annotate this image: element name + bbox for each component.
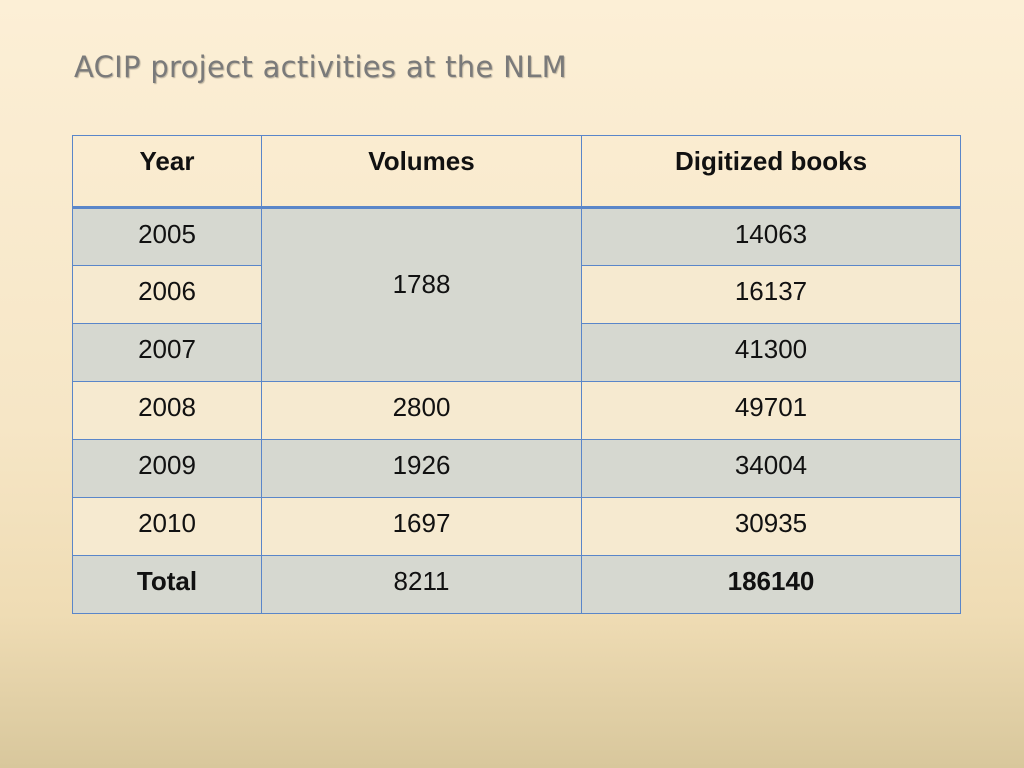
cell-volumes-merged: 1788	[261, 207, 582, 382]
cell-digitized: 16137	[581, 265, 961, 324]
cell-year: 2008	[72, 381, 262, 440]
table-row: 2006 16137	[72, 265, 961, 324]
table-row: 2008 2800 49701	[72, 381, 961, 440]
cell-digitized: 41300	[581, 323, 961, 382]
header-digitized-books: Digitized books	[581, 135, 961, 208]
cell-digitized: 30935	[581, 497, 961, 556]
cell-total-label: Total	[72, 555, 262, 614]
header-year: Year	[72, 135, 262, 208]
cell-total-digitized: 186140	[581, 555, 961, 614]
header-volumes: Volumes	[261, 135, 582, 208]
cell-total-volumes: 8211	[261, 555, 582, 614]
cell-year: 2007	[72, 323, 262, 382]
cell-year: 2010	[72, 497, 262, 556]
cell-year: 2005	[72, 207, 262, 266]
cell-year: 2006	[72, 265, 262, 324]
total-row: Total 8211 186140	[72, 555, 961, 614]
header-row: Year Volumes Digitized books	[72, 135, 961, 208]
cell-digitized: 34004	[581, 439, 961, 498]
slide-title: ACIP project activities at the NLM	[74, 50, 567, 84]
cell-volumes: 2800	[261, 381, 582, 440]
cell-volumes: 1926	[261, 439, 582, 498]
table-row: 2007 41300	[72, 323, 961, 382]
cell-year: 2009	[72, 439, 262, 498]
table-row: 2010 1697 30935	[72, 497, 961, 556]
table-row: 2009 1926 34004	[72, 439, 961, 498]
cell-digitized: 49701	[581, 381, 961, 440]
table-row: 2005 1788 14063	[72, 207, 961, 382]
cell-digitized: 14063	[581, 207, 961, 266]
data-table: Year Volumes Digitized books 2005 1788 1…	[72, 135, 961, 614]
cell-volumes: 1697	[261, 497, 582, 556]
